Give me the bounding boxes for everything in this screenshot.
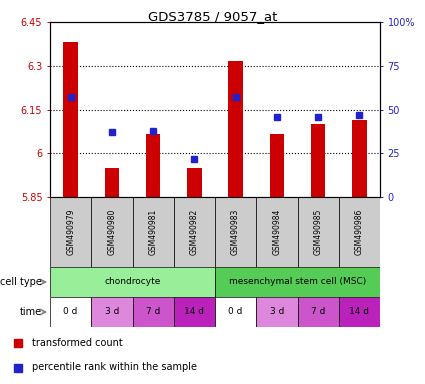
Text: GSM490981: GSM490981 — [149, 209, 158, 255]
Bar — [256, 197, 297, 267]
Bar — [269, 134, 284, 197]
Text: 14 d: 14 d — [184, 308, 204, 316]
Bar — [339, 197, 380, 267]
Text: 3 d: 3 d — [270, 308, 284, 316]
Bar — [133, 197, 174, 267]
Text: 0 d: 0 d — [63, 308, 78, 316]
Bar — [311, 124, 326, 197]
Bar — [50, 267, 215, 297]
Text: 14 d: 14 d — [349, 308, 369, 316]
Bar — [215, 297, 256, 327]
Bar — [256, 297, 297, 327]
Bar — [91, 297, 133, 327]
Text: cell type: cell type — [0, 277, 42, 287]
Bar — [298, 297, 339, 327]
Bar — [105, 168, 119, 197]
Text: 0 d: 0 d — [229, 308, 243, 316]
Text: GSM490983: GSM490983 — [231, 209, 240, 255]
Bar — [63, 42, 78, 197]
Text: transformed count: transformed count — [32, 338, 123, 348]
Bar — [228, 61, 243, 197]
Bar — [146, 134, 160, 197]
Bar — [91, 197, 133, 267]
Text: GSM490979: GSM490979 — [66, 209, 75, 255]
Text: time: time — [20, 307, 42, 317]
Bar — [339, 297, 380, 327]
Bar — [174, 197, 215, 267]
Bar — [50, 197, 91, 267]
Text: 3 d: 3 d — [105, 308, 119, 316]
Bar — [187, 168, 201, 197]
Bar — [215, 267, 380, 297]
Bar — [174, 297, 215, 327]
Text: GSM490985: GSM490985 — [314, 209, 323, 255]
Bar — [352, 120, 367, 197]
Text: 7 d: 7 d — [146, 308, 160, 316]
Text: mesenchymal stem cell (MSC): mesenchymal stem cell (MSC) — [229, 278, 366, 286]
Text: GSM490984: GSM490984 — [272, 209, 281, 255]
Text: 7 d: 7 d — [311, 308, 325, 316]
Text: GSM490982: GSM490982 — [190, 209, 199, 255]
Bar — [215, 197, 256, 267]
Bar — [298, 197, 339, 267]
Bar — [133, 297, 174, 327]
Text: GSM490980: GSM490980 — [108, 209, 116, 255]
Bar — [50, 297, 91, 327]
Text: GSM490986: GSM490986 — [355, 209, 364, 255]
Text: GDS3785 / 9057_at: GDS3785 / 9057_at — [148, 10, 277, 23]
Text: chondrocyte: chondrocyte — [104, 278, 161, 286]
Text: percentile rank within the sample: percentile rank within the sample — [32, 362, 197, 372]
